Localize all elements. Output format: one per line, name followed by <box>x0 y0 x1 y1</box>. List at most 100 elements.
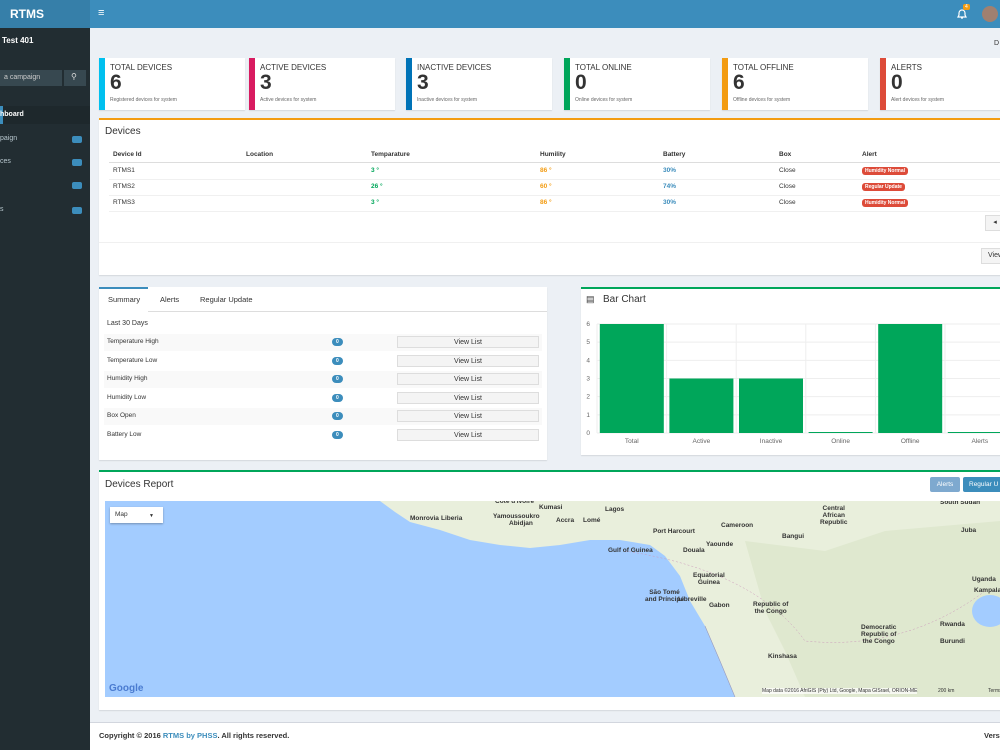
info-title: INACTIVE DEVICES <box>417 63 492 72</box>
menu-item[interactable]: paign <box>0 135 18 142</box>
table-cell: 3 ° <box>371 199 380 206</box>
bar <box>599 324 664 433</box>
map-label-line: Monrovia <box>410 515 439 522</box>
footer-link[interactable]: RTMS by PHSS <box>162 731 218 740</box>
map-label: Yamoussoukro <box>493 513 540 520</box>
map-label-line: Port Harcourt <box>653 528 695 535</box>
menu-item[interactable]: s <box>0 206 4 213</box>
chart-icon: ▤ <box>586 294 595 304</box>
map-label-line: African <box>822 512 845 519</box>
footer <box>90 722 1000 750</box>
view-list-button[interactable]: View List <box>397 373 539 385</box>
y-tick-label: 4 <box>586 357 590 364</box>
y-tick-label: 5 <box>586 339 590 346</box>
summary-label: Temperature High <box>107 338 159 345</box>
table-cell: 30% <box>663 167 677 174</box>
info-box: ACTIVE DEVICES 3 Active devices for system <box>249 58 395 110</box>
map-label: Uganda <box>972 576 996 583</box>
map-label-line: Rwanda <box>940 621 965 628</box>
map-label: Rwanda <box>940 621 965 628</box>
map-label-line: Kinshasa <box>768 653 797 660</box>
menu-badge <box>72 136 82 143</box>
logo: RTMS <box>10 7 44 21</box>
bar-chart: 0 1 2 3 4 5 6 Total Active Inactive Online Offline A… <box>586 321 1000 445</box>
view-list-button[interactable]: View List <box>397 336 539 348</box>
header-line <box>109 162 1000 163</box>
map-land <box>380 501 1000 697</box>
search-icon[interactable]: ⚲ <box>71 72 77 81</box>
info-title: ALERTS <box>891 63 922 72</box>
alert-badge: Regular Update <box>862 183 905 191</box>
map-label: Lagos <box>605 506 624 513</box>
alerts-button[interactable]: Alerts <box>930 477 960 492</box>
map-label-line: and Príncipe <box>645 596 685 603</box>
avatar[interactable] <box>982 6 998 22</box>
search-box[interactable] <box>0 70 62 86</box>
table-cell: 74% <box>663 183 677 190</box>
map-label: Gabon <box>709 602 730 609</box>
y-tick-label: 1 <box>586 412 590 419</box>
search-button[interactable] <box>64 70 86 86</box>
devices-panel: Devices Device Id Location Temparature Humil… <box>99 118 1000 275</box>
notification-badge: 4 <box>963 4 970 10</box>
map-label-line: South Sudan <box>940 501 981 506</box>
google-logo: Google <box>109 683 144 694</box>
tab[interactable]: Regular Update <box>200 295 253 304</box>
row-line <box>109 179 1000 180</box>
user-name: Test 401 <box>2 36 34 45</box>
info-title: TOTAL OFFLINE <box>733 63 794 72</box>
view-list-button[interactable]: View List <box>397 391 539 404</box>
summary-label: Battery Low <box>107 430 142 438</box>
map-terms: Terms <box>988 688 1000 694</box>
info-value: 0 <box>891 71 903 94</box>
info-box: TOTAL DEVICES 6 Registered devices for sys… <box>99 58 245 110</box>
summary-label: Temperature Low <box>107 356 158 364</box>
view-list-button[interactable]: View List <box>397 410 539 422</box>
table-cell: 60 ° <box>540 183 552 190</box>
bar <box>808 432 873 433</box>
menu-item[interactable]: hboard <box>0 111 24 118</box>
map-label-line: Liberia <box>441 515 463 522</box>
info-value: 3 <box>417 71 429 94</box>
tab[interactable]: Summary <box>108 295 141 304</box>
map-label-line: Uganda <box>972 576 996 583</box>
view-button[interactable]: View <box>981 248 1000 264</box>
column-header: Location <box>246 151 274 158</box>
map-label: Kampala <box>974 587 1000 594</box>
map-label-line: Libreville <box>678 596 707 603</box>
alert-badge: Humidity Normal <box>862 199 909 207</box>
regular-button[interactable]: Regular U <box>963 477 1000 492</box>
map-label-line: Kampala <box>974 587 1000 594</box>
map-label-line: the Congo <box>754 608 787 615</box>
map[interactable]: Côte d'Ivoire Monrovia Liberia Yamoussoukro… <box>105 501 1000 697</box>
y-tick-label: 3 <box>586 376 590 383</box>
view-list-button[interactable]: View List <box>397 354 539 367</box>
table-cell: RTMS3 <box>113 199 135 206</box>
info-value: 0 <box>575 71 587 94</box>
table-cell: 30% <box>663 199 677 206</box>
menu-badge <box>72 182 82 189</box>
count-badge: 0 <box>332 393 343 402</box>
map-label-line: Accra <box>556 517 575 524</box>
menu-toggle[interactable]: ≡ <box>98 7 105 19</box>
map-label: São Tomé and Príncipe <box>645 589 684 603</box>
logo-area <box>0 0 90 28</box>
menu-badge <box>72 159 82 166</box>
map-type-select[interactable]: Map <box>110 507 163 523</box>
map-label-line: the Congo <box>862 638 895 645</box>
table-cell: Close <box>779 167 796 174</box>
map-label: Douala <box>683 547 705 554</box>
view-list-button[interactable]: View List <box>397 428 539 441</box>
chart-title: Bar Chart <box>603 294 646 305</box>
menu-item[interactable]: ces <box>0 158 11 165</box>
count-badge: 0 <box>332 338 343 346</box>
map-label-line: Democratic <box>861 624 897 631</box>
table-cell: 26 ° <box>371 183 383 190</box>
pagination-button[interactable]: ◂ <box>985 215 1000 231</box>
column-header: Temparature <box>371 151 410 158</box>
info-value: 6 <box>733 71 745 94</box>
bell-icon[interactable] <box>956 8 968 20</box>
tab[interactable]: Alerts <box>160 295 180 304</box>
map-label: Equatorial Guinea <box>693 572 725 586</box>
active-menu <box>0 106 90 124</box>
